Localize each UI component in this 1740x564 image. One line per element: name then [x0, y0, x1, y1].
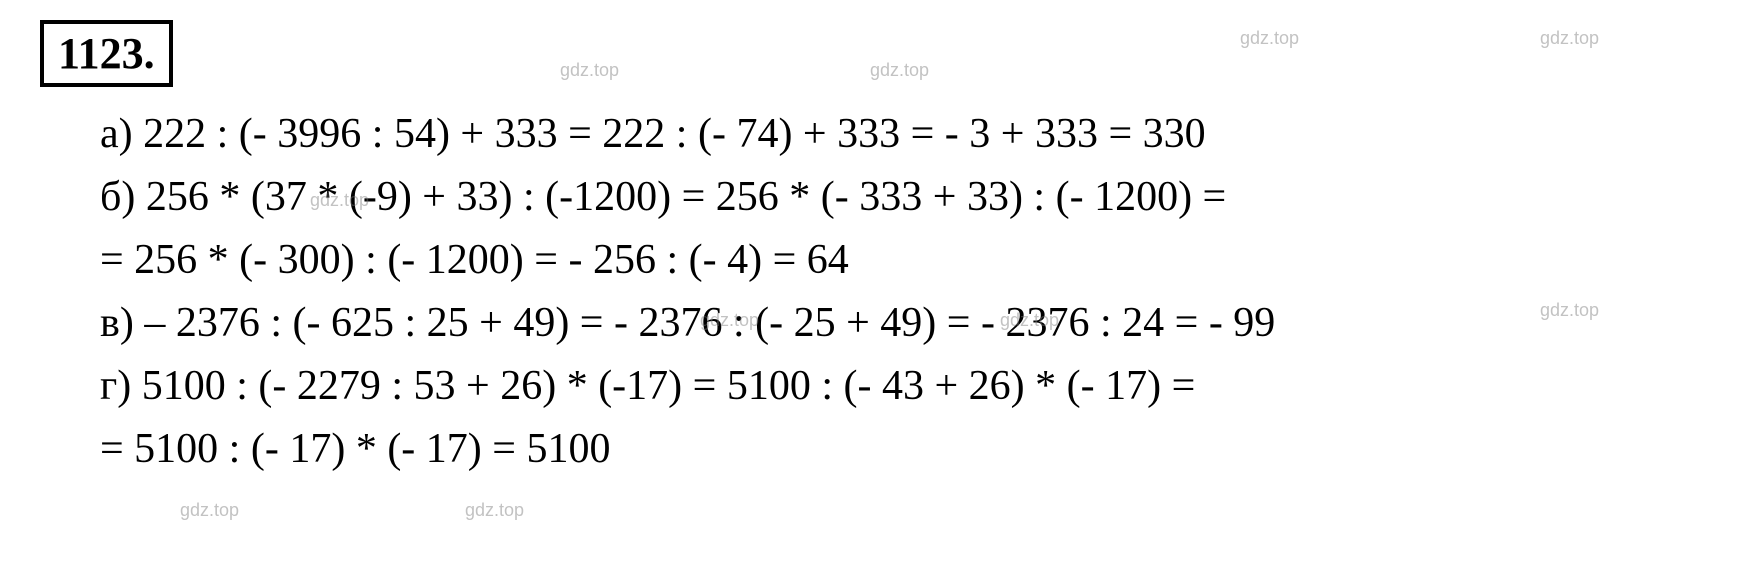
solution-line-g-part2: = 5100 : (- 17) * (- 17) = 5100: [40, 418, 1700, 481]
watermark-text: gdz.top: [465, 500, 524, 521]
solution-line-g-part1: г) 5100 : (- 2279 : 53 + 26) * (-17) = 5…: [40, 355, 1700, 418]
solution-line-a: а) 222 : (- 3996 : 54) + 333 = 222 : (- …: [40, 103, 1700, 166]
solution-line-b-part2: = 256 * (- 300) : (- 1200) = - 256 : (- …: [40, 229, 1700, 292]
watermark-text: gdz.top: [870, 60, 929, 81]
watermark-text: gdz.top: [560, 60, 619, 81]
problem-number: 1123.: [40, 20, 173, 87]
solution-line-v: в) – 2376 : (- 625 : 25 + 49) = - 2376 :…: [40, 292, 1700, 355]
solution-line-b-part1: б) 256 * (37 * (-9) + 33) : (-1200) = 25…: [40, 166, 1700, 229]
watermark-text: gdz.top: [1540, 28, 1599, 49]
watermark-text: gdz.top: [1240, 28, 1299, 49]
watermark-text: gdz.top: [180, 500, 239, 521]
